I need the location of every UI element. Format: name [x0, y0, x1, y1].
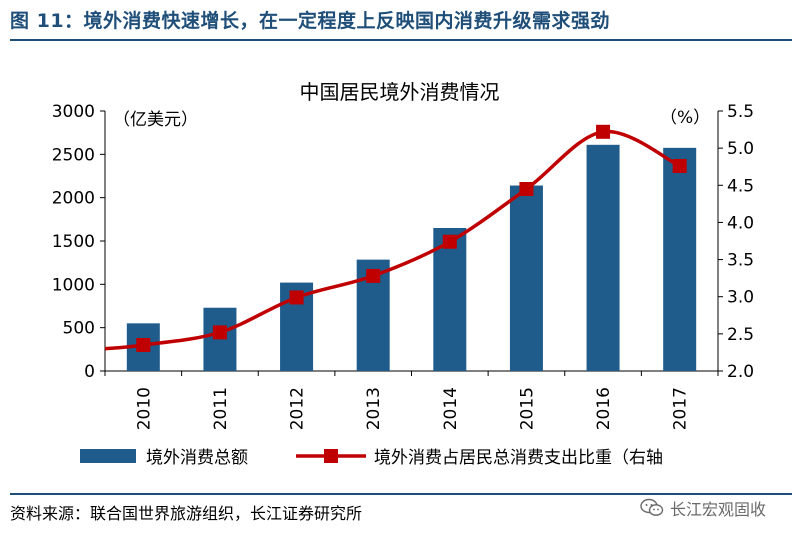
line-marker: [519, 182, 534, 196]
x-tick-label: 2016: [594, 387, 614, 430]
right-axis-unit: （%）: [660, 108, 710, 128]
x-tick-label: 2012: [288, 387, 308, 430]
left-tick-label: 3000: [52, 102, 95, 122]
right-tick-label: 4.5: [727, 176, 754, 196]
legend-line-label: 境外消费占居民总消费支出比重（右轴: [374, 448, 663, 468]
x-tick-label: 2010: [134, 387, 154, 430]
right-tick-label: 3.0: [727, 288, 754, 308]
legend-line-marker: [324, 449, 338, 463]
left-tick-label: 1500: [52, 232, 95, 252]
x-tick-label: 2014: [441, 387, 461, 430]
x-tick-label: 2011: [211, 387, 231, 430]
x-tick-label: 2015: [517, 387, 537, 430]
right-tick-label: 5.0: [727, 139, 754, 159]
line-marker: [442, 234, 457, 249]
title-divider: [10, 39, 792, 41]
series-line: [104, 129, 681, 351]
figure-title: 图 11：境外消费快速增长，在一定程度上反映国内消费升级需求强劲: [10, 10, 611, 32]
x-tick-label: 2013: [364, 387, 384, 430]
legend-bar-swatch: [80, 449, 136, 463]
left-tick-label: 2000: [52, 189, 95, 209]
bar: [433, 228, 467, 371]
line-marker: [596, 124, 611, 139]
watermark: 长江宏观固收: [640, 496, 766, 520]
watermark-text: 长江宏观固收: [670, 500, 767, 519]
line-marker: [212, 325, 227, 340]
bar: [586, 144, 620, 371]
footer-divider: [10, 493, 792, 495]
left-axis-unit: （亿美元）: [113, 110, 198, 130]
line-marker: [672, 158, 687, 173]
left-tick-label: 0: [84, 362, 95, 382]
line-marker: [366, 268, 381, 283]
x-tick-label: 2017: [671, 387, 691, 430]
source-note: 资料来源：联合国世界旅游组织，长江证券研究所: [10, 504, 363, 523]
right-tick-label: 5.5: [727, 102, 754, 122]
bar: [663, 147, 697, 371]
left-tick-label: 500: [63, 319, 95, 339]
chart-title: 中国居民境外消费情况: [300, 80, 500, 104]
right-tick-label: 2.5: [727, 325, 754, 345]
bar: [509, 185, 543, 371]
wechat-icon: [640, 498, 664, 516]
line-marker: [289, 290, 304, 305]
legend-bar-label: 境外消费总额: [146, 448, 248, 468]
right-tick-label: 2.0: [727, 362, 754, 382]
line-marker: [136, 338, 151, 352]
left-tick-label: 2500: [52, 145, 95, 165]
left-tick-label: 1000: [52, 275, 95, 295]
right-tick-label: 4.0: [727, 213, 754, 233]
chart-canvas: 中国居民境外消费情况 （亿美元） （%） 0 500 1000 1500 2000 2500 30…: [52, 80, 754, 468]
right-tick-label: 3.5: [727, 251, 754, 271]
